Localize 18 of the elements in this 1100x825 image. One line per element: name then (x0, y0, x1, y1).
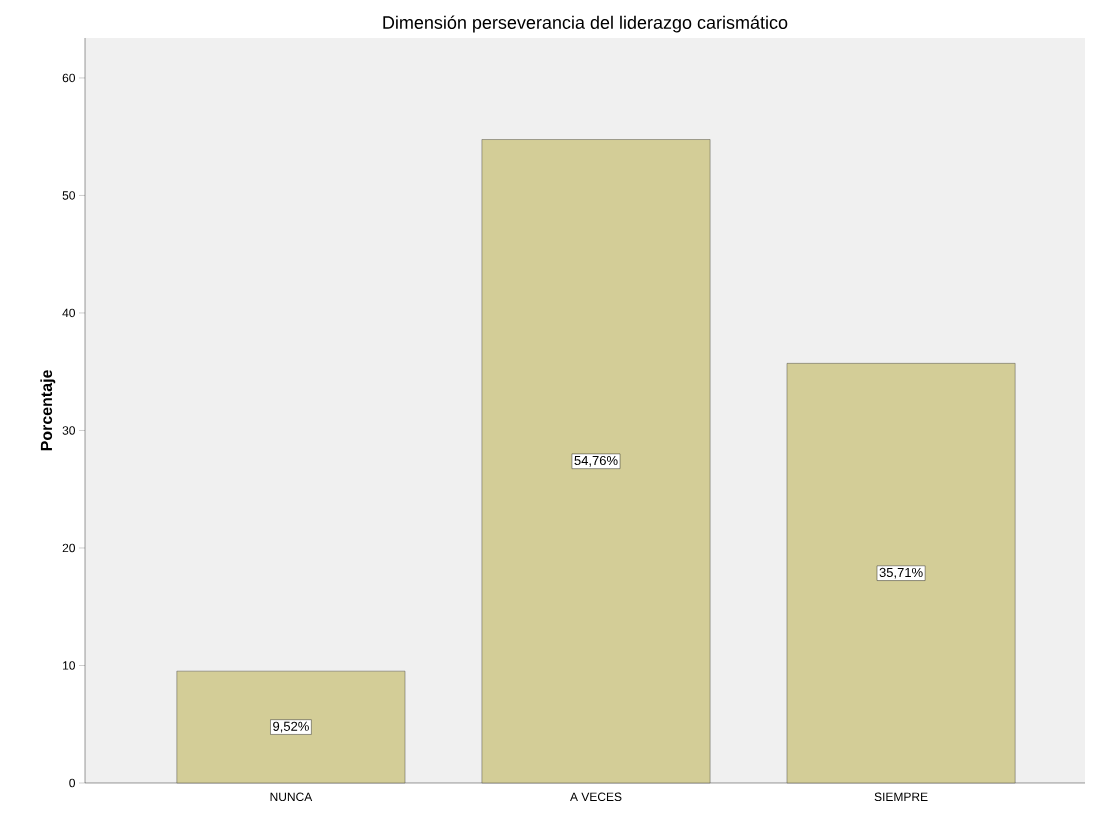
x-tick-label: NUNCA (270, 792, 313, 802)
bar (481, 139, 711, 784)
bar (786, 363, 1016, 784)
y-tick-label: 20 (62, 543, 75, 553)
y-tick-label: 50 (62, 191, 75, 200)
y-tick-label: 40 (62, 308, 75, 318)
y-tick-label: 30 (62, 426, 75, 435)
y-tick-label: 60 (62, 73, 75, 83)
bar (176, 670, 406, 784)
data-label: 35,71% (879, 567, 923, 579)
y-tick-label: 10 (63, 661, 75, 670)
data-label: 9,52% (273, 721, 309, 733)
x-tick-label: SIEMPRE (874, 792, 928, 802)
data-label: 54,76% (574, 455, 618, 467)
chart-title: Dimensión perseverancia del liderazgo carismático (383, 15, 788, 33)
y-axis-title: Porcentaje (40, 370, 56, 451)
x-tick-label: A VECES (570, 792, 622, 802)
y-tick-label: 0 (69, 778, 76, 788)
